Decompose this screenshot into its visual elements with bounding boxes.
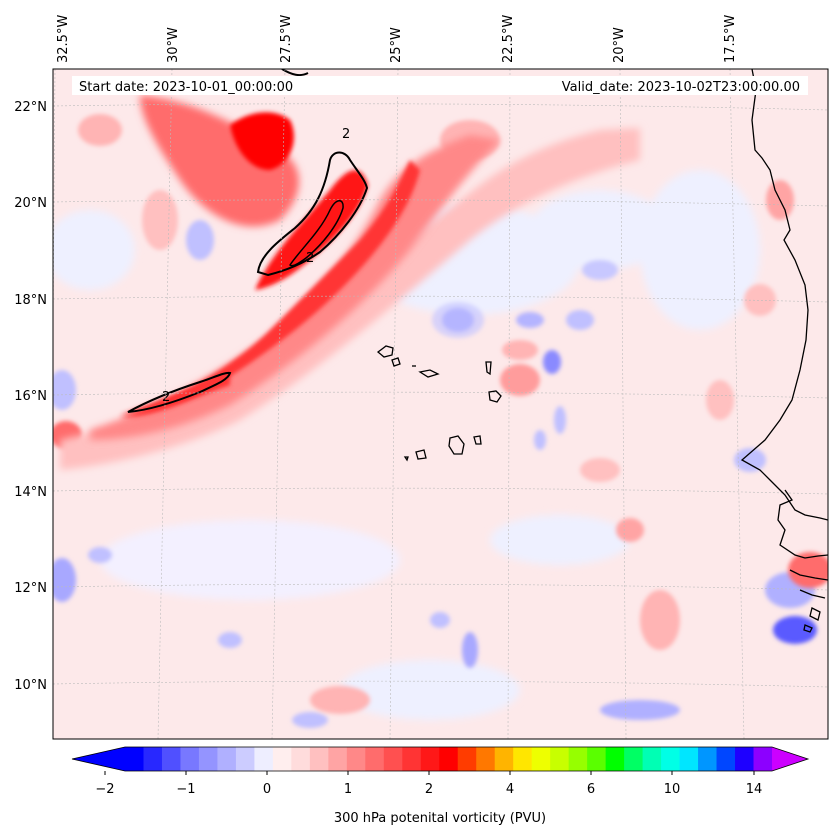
colorbar-outline xyxy=(71,746,810,772)
colorbar-cell xyxy=(161,747,182,771)
colorbar-cell xyxy=(143,747,163,771)
colorbar-cell xyxy=(291,747,311,771)
cb-tick-label-0: −2 xyxy=(95,782,114,797)
start-date-text: Start date: 2023-10-01_00:00:00 xyxy=(79,80,293,95)
colorbar-cell xyxy=(180,747,200,771)
colorbar-cell xyxy=(642,747,662,771)
colorbar-cell xyxy=(402,747,422,771)
cb-tick-label-8: 14 xyxy=(746,782,763,797)
lon-label-25w: 25°W xyxy=(389,27,404,63)
colorbar-cell xyxy=(513,747,533,771)
lon-label-30w: 30°W xyxy=(166,27,181,63)
colorbar-cells xyxy=(125,747,773,771)
contour-label-south: 2 xyxy=(162,390,170,405)
cb-tick-label-2: 0 xyxy=(263,782,271,797)
colorbar-cell xyxy=(420,747,440,771)
lat-label-12n: 12°N xyxy=(14,581,47,596)
colorbar-cell xyxy=(235,747,255,771)
lon-label-17-5w: 17.5°W xyxy=(723,15,738,63)
colorbar-cell xyxy=(198,747,219,771)
lon-label-20w: 20°W xyxy=(612,27,627,63)
pv-contour-south xyxy=(127,371,232,413)
colorbar-cell xyxy=(476,747,496,771)
colorbar-cell xyxy=(531,747,551,771)
colorbar-cell xyxy=(346,747,366,771)
map-frame xyxy=(52,68,829,740)
lat-label-16n: 16°N xyxy=(14,389,47,404)
colorbar-cell xyxy=(439,747,459,771)
cb-tick-label-5: 4 xyxy=(506,782,514,797)
colorbar-cell xyxy=(254,747,274,771)
contour-label-north: 2 xyxy=(306,251,314,266)
colorbar-cell xyxy=(605,747,625,771)
colorbar-ticks xyxy=(104,771,755,775)
colorbar-cell xyxy=(587,747,607,771)
colorbar-under-arrow xyxy=(72,747,125,771)
colorbar-cell xyxy=(735,747,755,771)
cb-tick-label-7: 10 xyxy=(664,782,681,797)
cb-tick-label-3: 1 xyxy=(344,782,352,797)
contour-label-top: 2 xyxy=(342,127,350,142)
colorbar-over-arrow xyxy=(772,747,808,771)
lat-label-14n: 14°N xyxy=(14,485,47,500)
colorbar-cell xyxy=(661,747,681,771)
cb-tick-label-1: −1 xyxy=(176,782,195,797)
lat-label-20n: 20°N xyxy=(14,196,47,211)
colorbar-cell xyxy=(383,747,403,771)
lat-label-18n: 18°N xyxy=(14,293,47,308)
lon-label-32-5w: 32.5°W xyxy=(56,15,71,63)
africa-coastline xyxy=(740,69,828,633)
colorbar-cell xyxy=(272,747,292,771)
colorbar-cell xyxy=(679,747,699,771)
cb-tick-label-4: 2 xyxy=(425,782,433,797)
valid-date-text: Valid_date: 2023-10-02T23:00:00.00 xyxy=(562,80,800,95)
pv-2-contours xyxy=(127,69,369,413)
pv-contour-north xyxy=(256,151,369,277)
colorbar-cell xyxy=(125,747,145,771)
colorbar-cell xyxy=(716,747,736,771)
date-header-bar xyxy=(72,76,808,95)
graticule xyxy=(53,69,828,739)
lon-label-22-5w: 22.5°W xyxy=(501,15,516,63)
colorbar-cell xyxy=(457,747,477,771)
colorbar-cell xyxy=(698,747,718,771)
cape-verde-islands xyxy=(376,345,502,462)
latitude-labels: 22°N 20°N 18°N 16°N 14°N 12°N 10°N xyxy=(14,100,47,693)
cb-tick-label-6: 6 xyxy=(587,782,595,797)
pv-negative-patches xyxy=(53,220,817,728)
colorbar-cell xyxy=(217,747,237,771)
lat-label-22n: 22°N xyxy=(14,100,47,115)
pv-field-light-areas xyxy=(53,170,760,720)
longitude-labels: 32.5°W 30°W 27.5°W 25°W 22.5°W 20°W 17.5… xyxy=(56,15,738,63)
colorbar-cell xyxy=(568,747,588,771)
colorbar-cell xyxy=(365,747,385,771)
colorbar-title: 300 hPa potenital vorticity (PVU) xyxy=(334,811,546,826)
colorbar-cell xyxy=(624,747,644,771)
colorbar: −2 −1 0 1 2 4 6 10 14 300 hPa potenital … xyxy=(71,746,810,826)
pv-contour-top xyxy=(281,69,309,77)
lat-label-10n: 10°N xyxy=(14,678,47,693)
colorbar-cell xyxy=(550,747,570,771)
pv-contour-inner xyxy=(289,200,344,267)
lon-label-27-5w: 27.5°W xyxy=(279,15,294,63)
colorbar-cell xyxy=(753,747,773,771)
colorbar-cell xyxy=(309,747,329,771)
colorbar-cell xyxy=(328,747,348,771)
colorbar-cell xyxy=(494,747,514,771)
map-panel: 2 2 2 xyxy=(53,69,828,739)
